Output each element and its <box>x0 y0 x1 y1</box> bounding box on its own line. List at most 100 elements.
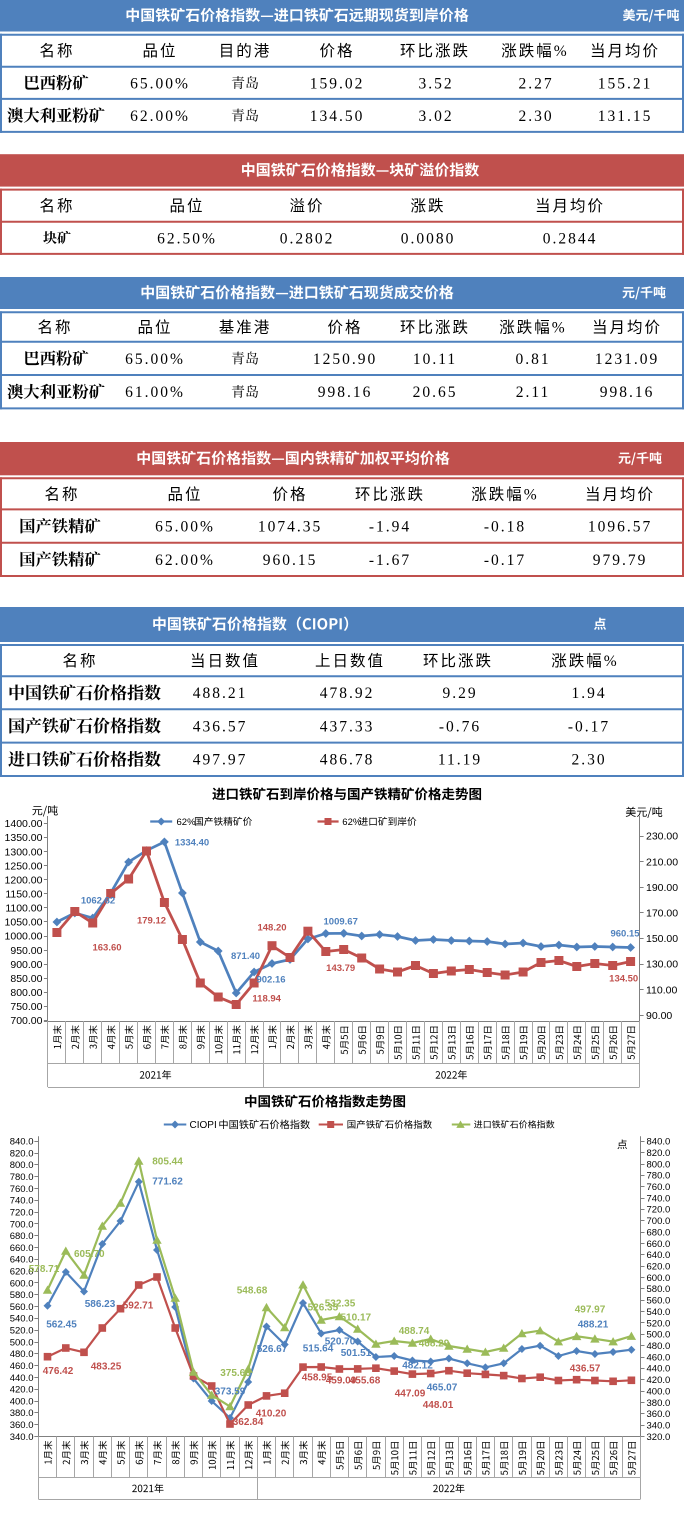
svg-text:960.15: 960.15 <box>263 552 318 569</box>
svg-text:820.0: 820.0 <box>647 1148 671 1159</box>
svg-text:436.57: 436.57 <box>570 1364 601 1375</box>
svg-text:环比涨跌: 环比涨跌 <box>400 42 470 60</box>
svg-text:526.35: 526.35 <box>308 1303 339 1314</box>
svg-text:760.0: 760.0 <box>647 1182 671 1193</box>
svg-text:465.07: 465.07 <box>427 1383 458 1394</box>
svg-text:-0.76: -0.76 <box>439 718 481 735</box>
svg-text:640.0: 640.0 <box>10 1255 34 1266</box>
svg-text:62.00%: 62.00% <box>130 108 190 125</box>
svg-text:440.0: 440.0 <box>647 1364 671 1375</box>
svg-text:488.74: 488.74 <box>399 1326 430 1337</box>
svg-text:20.65: 20.65 <box>413 384 458 401</box>
svg-text:名称: 名称 <box>44 485 79 503</box>
svg-text:2.11: 2.11 <box>516 384 551 401</box>
svg-text:620.0: 620.0 <box>647 1262 671 1273</box>
svg-text:410.20: 410.20 <box>256 1409 287 1420</box>
svg-text:680.0: 680.0 <box>647 1228 671 1239</box>
svg-text:480.0: 480.0 <box>647 1341 671 1352</box>
svg-text:1200.00: 1200.00 <box>5 875 43 887</box>
svg-text:488.21: 488.21 <box>578 1320 609 1331</box>
svg-text:0.0080: 0.0080 <box>401 230 456 247</box>
svg-text:65.00%: 65.00% <box>125 351 185 368</box>
svg-text:420.0: 420.0 <box>647 1375 671 1386</box>
svg-text:420.0: 420.0 <box>10 1385 34 1396</box>
svg-text:150.00: 150.00 <box>646 933 678 945</box>
svg-text:800.0: 800.0 <box>10 1160 34 1171</box>
svg-text:名称: 名称 <box>39 42 74 60</box>
svg-text:780.0: 780.0 <box>10 1172 34 1183</box>
svg-text:涨跌幅%: 涨跌幅% <box>551 652 618 670</box>
svg-text:700.00: 700.00 <box>10 1015 42 1027</box>
svg-text:环比涨跌: 环比涨跌 <box>423 652 493 670</box>
svg-text:3.02: 3.02 <box>418 108 453 125</box>
svg-text:涨跌幅%: 涨跌幅% <box>499 318 566 336</box>
svg-text:1.94: 1.94 <box>571 685 606 702</box>
svg-text:360.0: 360.0 <box>647 1409 671 1420</box>
svg-text:400.0: 400.0 <box>10 1396 34 1407</box>
svg-text:548.68: 548.68 <box>237 1286 268 1297</box>
svg-text:品位: 品位 <box>137 318 172 336</box>
svg-text:360.0: 360.0 <box>10 1420 34 1431</box>
svg-text:价格: 价格 <box>272 485 307 503</box>
svg-text:800.00: 800.00 <box>10 987 42 999</box>
svg-text:436.57: 436.57 <box>193 718 248 735</box>
svg-text:210.00: 210.00 <box>646 856 678 868</box>
svg-text:998.16: 998.16 <box>318 384 373 401</box>
svg-text:148.20: 148.20 <box>257 922 286 933</box>
svg-text:750.00: 750.00 <box>10 1001 42 1013</box>
svg-text:468.29: 468.29 <box>419 1339 450 1350</box>
svg-text:660.0: 660.0 <box>647 1239 671 1250</box>
svg-text:2.27: 2.27 <box>518 75 553 92</box>
svg-text:价格: 价格 <box>319 42 354 60</box>
svg-text:780.0: 780.0 <box>647 1171 671 1182</box>
svg-text:458.95: 458.95 <box>302 1373 333 1384</box>
svg-text:437.33: 437.33 <box>320 718 375 735</box>
svg-text:名称: 名称 <box>37 318 72 336</box>
svg-text:520.0: 520.0 <box>10 1326 34 1337</box>
svg-text:9.29: 9.29 <box>442 685 477 702</box>
svg-text:560.0: 560.0 <box>10 1302 34 1313</box>
svg-text:90.00: 90.00 <box>646 1010 672 1022</box>
svg-text:805.44: 805.44 <box>152 1157 183 1168</box>
svg-text:3.52: 3.52 <box>418 75 453 92</box>
svg-text:448.01: 448.01 <box>423 1400 454 1411</box>
svg-text:2.30: 2.30 <box>518 108 553 125</box>
svg-text:578.71: 578.71 <box>29 1264 60 1275</box>
svg-text:62.00%: 62.00% <box>155 552 215 569</box>
svg-text:当月均价: 当月均价 <box>585 485 655 503</box>
svg-text:380.0: 380.0 <box>10 1408 34 1419</box>
svg-text:373.59: 373.59 <box>215 1386 246 1397</box>
svg-text:环比涨跌: 环比涨跌 <box>400 318 470 336</box>
svg-text:520.70: 520.70 <box>325 1337 356 1348</box>
svg-text:10.11: 10.11 <box>413 351 457 368</box>
svg-text:名称: 名称 <box>39 197 74 215</box>
svg-text:0.81: 0.81 <box>515 351 550 368</box>
svg-text:涨跌: 涨跌 <box>410 197 445 215</box>
svg-text:230.00: 230.00 <box>646 831 678 843</box>
svg-text:447.09: 447.09 <box>395 1389 426 1400</box>
svg-text:380.0: 380.0 <box>647 1398 671 1409</box>
svg-text:0.2802: 0.2802 <box>280 230 335 247</box>
svg-text:当日数值: 当日数值 <box>190 652 260 670</box>
svg-text:840.0: 840.0 <box>647 1137 671 1148</box>
svg-text:700.0: 700.0 <box>10 1219 34 1230</box>
svg-text:170.00: 170.00 <box>646 908 678 920</box>
svg-text:460.0: 460.0 <box>647 1352 671 1363</box>
svg-text:1050.00: 1050.00 <box>5 917 43 929</box>
svg-text:基准港: 基准港 <box>219 318 272 336</box>
svg-text:-0.17: -0.17 <box>568 718 610 735</box>
svg-text:-0.17: -0.17 <box>484 552 526 569</box>
svg-text:605.70: 605.70 <box>74 1249 105 1260</box>
svg-text:320.0: 320.0 <box>647 1432 671 1443</box>
svg-text:840.0: 840.0 <box>10 1137 34 1148</box>
svg-text:62%: 62% <box>177 817 197 828</box>
svg-text:1009.67: 1009.67 <box>324 916 358 927</box>
svg-text:500.0: 500.0 <box>10 1337 34 1348</box>
svg-text:501.51: 501.51 <box>341 1348 372 1359</box>
svg-text:497.97: 497.97 <box>575 1305 606 1316</box>
svg-text:品位: 品位 <box>142 42 177 60</box>
svg-text:143.79: 143.79 <box>326 963 355 974</box>
svg-text:1400.00: 1400.00 <box>5 818 43 830</box>
svg-text:179.12: 179.12 <box>137 915 166 926</box>
svg-text:720.0: 720.0 <box>647 1205 671 1216</box>
